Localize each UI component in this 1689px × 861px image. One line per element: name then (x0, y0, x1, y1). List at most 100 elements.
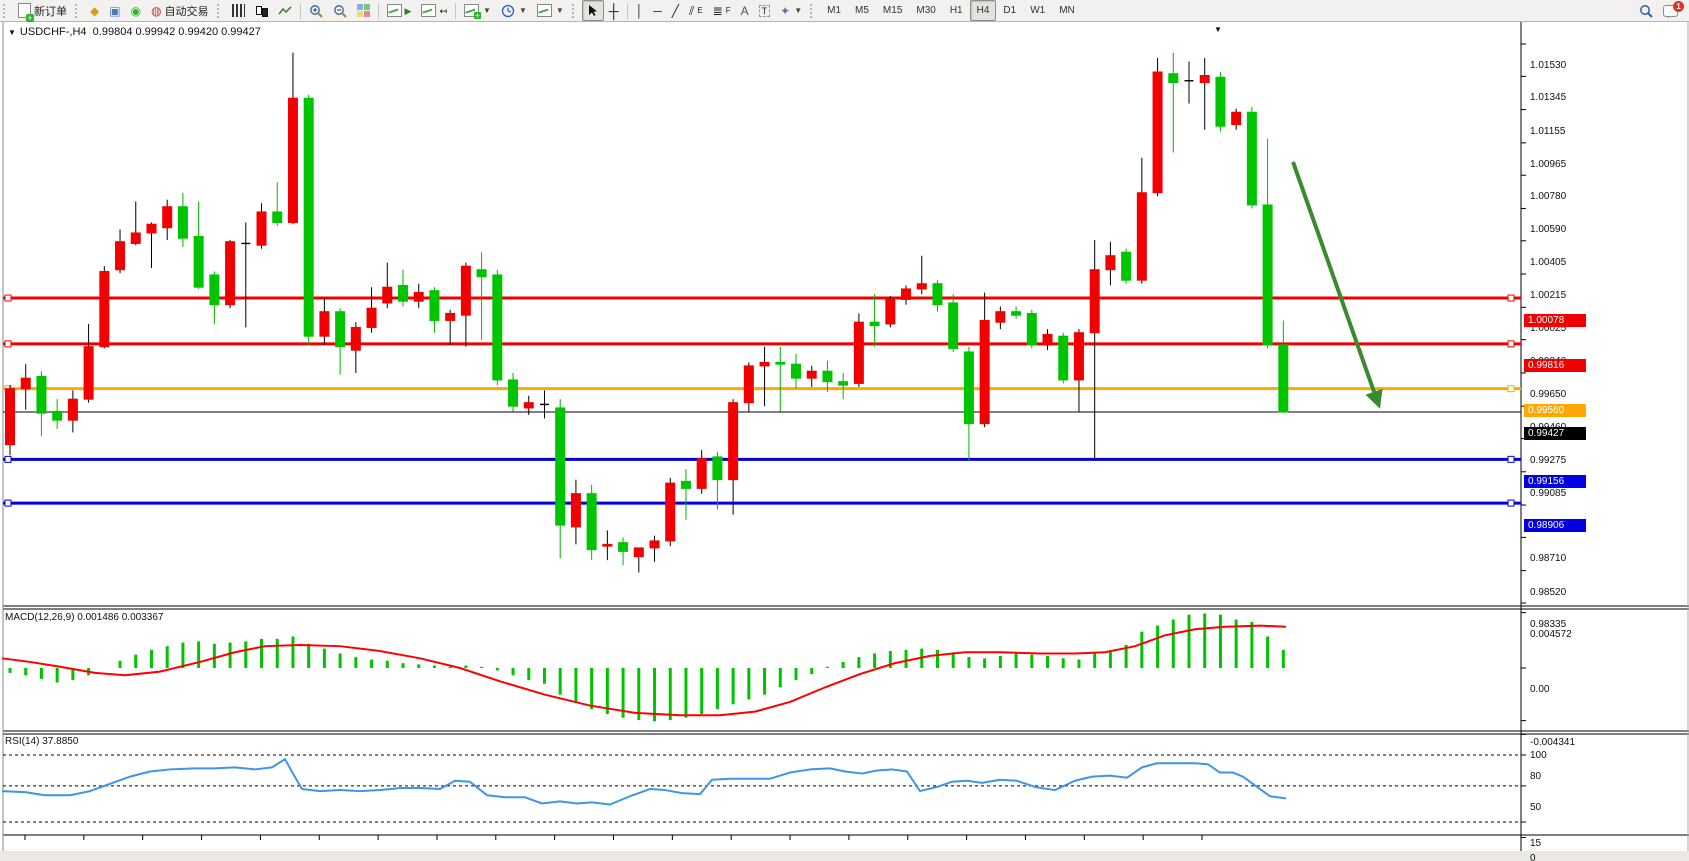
metaeditor-button[interactable]: ◆ (85, 0, 104, 21)
templates-button[interactable]: ▼ (532, 0, 569, 21)
ohlc-values: 0.99804 0.99942 0.99420 0.99427 (92, 26, 261, 38)
candle-body-down (1026, 312, 1037, 346)
hline-handle[interactable] (1507, 385, 1515, 393)
auto-trading-button[interactable]: ◍ 自动交易 (146, 0, 213, 21)
toolbar-drag-handle[interactable] (3, 3, 10, 18)
candle-body-up (413, 291, 424, 302)
price-badge-0.99156: 0.99156 (1524, 474, 1586, 488)
candle-body-up (743, 365, 754, 404)
candle-body-down (476, 269, 487, 278)
periods-button[interactable]: ▼ (496, 0, 532, 21)
chart-menu-triangle-icon[interactable]: ▼ (8, 28, 16, 37)
zoom-out-icon (333, 4, 347, 18)
candle-body-down (555, 407, 566, 526)
toolbar: 新订单 ◆ ▣ ◉ ◍ 自动交易 (0, 0, 1689, 22)
equidistant-channel-icon: ⫽ (688, 3, 695, 18)
candle-body-up (20, 377, 31, 390)
macd-tick: 0.004572 (1530, 628, 1572, 640)
toolbar-drag-handle[interactable] (75, 3, 82, 18)
hline-handle[interactable] (4, 499, 12, 507)
chart-shift-button[interactable]: ↤ (416, 0, 452, 21)
candle-body-down (838, 381, 849, 386)
notifications-button[interactable]: 1 (1658, 0, 1684, 21)
zoom-in-button[interactable] (304, 0, 328, 21)
timeframe-button-w1[interactable]: W1 (1030, 5, 1046, 16)
candle-body-down (1278, 344, 1289, 413)
timeframe-button-h4[interactable]: H4 (969, 0, 997, 21)
tile-windows-button[interactable] (352, 0, 375, 21)
trend-arrow-head[interactable] (1365, 388, 1383, 409)
hline-handle[interactable] (1507, 340, 1515, 348)
candle-body-up (319, 311, 330, 337)
price-tick: 1.00965 (1530, 158, 1567, 170)
auto-scroll-button[interactable]: ▶ (382, 0, 417, 21)
zoom-out-button[interactable] (328, 0, 352, 21)
macd-tick: -0.004341 (1530, 736, 1576, 748)
candle-body-up (885, 298, 896, 325)
toolbar-drag-handle[interactable] (571, 3, 579, 18)
timeframe-button-mn[interactable]: MN (1059, 5, 1075, 16)
timeframe-button-m1[interactable]: M1 (827, 5, 842, 16)
timeframe-button-m15[interactable]: M15 (882, 5, 903, 16)
hline-handle[interactable] (1507, 499, 1515, 507)
cursor-tool-button[interactable] (581, 0, 604, 21)
zoom-in-icon (309, 4, 323, 18)
chart-canvas[interactable] (0, 22, 1689, 861)
candle-body-down (822, 370, 833, 383)
horizontal-line-icon: ─ (653, 3, 662, 18)
toolbar-drag-handle[interactable] (810, 3, 817, 18)
hline-handle[interactable] (1507, 455, 1515, 463)
timeframe-button-m30[interactable]: M30 (916, 5, 936, 16)
fibonacci-tool-button[interactable]: ≣ F (712, 3, 731, 18)
trend-arrow-shaft[interactable] (1291, 161, 1379, 401)
text-tool-button[interactable]: A (736, 0, 754, 21)
toolbar-drag-handle[interactable] (216, 3, 224, 18)
timeframe-button-m5[interactable]: M5 (855, 5, 869, 16)
timeframe-button-h1[interactable]: H1 (949, 5, 963, 16)
macd-tick: 0.00 (1530, 684, 1550, 695)
arrows-tool-button[interactable]: ✦ ▼ (775, 0, 807, 21)
cursor-icon (588, 5, 597, 16)
candle-body-up (366, 307, 377, 328)
candle-body-down (680, 480, 691, 489)
horizontal-line-tool-button[interactable]: ─ (648, 0, 667, 21)
chart-shift-icon (421, 4, 437, 17)
price-tick: 0.98520 (1530, 586, 1567, 598)
candle-body-up (602, 543, 613, 547)
hline-handle[interactable] (4, 455, 12, 463)
candle-body-up (67, 398, 78, 421)
candle-body-up (115, 241, 126, 271)
indicators-button[interactable]: + ▼ (459, 0, 496, 21)
vertical-line-icon: │ (635, 3, 644, 18)
trendline-tool-button[interactable]: ╱ (667, 0, 684, 21)
line-chart-icon (277, 5, 292, 14)
hline-handle[interactable] (1507, 294, 1515, 302)
candle-body-up (99, 270, 110, 348)
chart-shift-marker-icon[interactable]: ▼ (1214, 25, 1222, 34)
chat-bubble-icon: 1 (1663, 0, 1684, 18)
crosshair-tool-button[interactable]: ┼ (604, 0, 624, 21)
candle-body-up (5, 388, 15, 446)
hline-handle[interactable] (4, 294, 12, 302)
candle-body-down (398, 284, 408, 302)
candle-body-up (853, 321, 864, 384)
candle-body-up (633, 547, 644, 558)
candle-chart-mode-button[interactable] (250, 0, 273, 21)
timeframe-button-d1[interactable]: D1 (1003, 5, 1017, 16)
signals-button[interactable]: ◉ (126, 0, 146, 21)
text-label-tool-button[interactable]: T (754, 0, 776, 21)
channel-tool-button[interactable]: ⫽ E (688, 3, 703, 18)
fibonacci-icon: ≣ (712, 3, 723, 18)
search-button[interactable] (1634, 0, 1658, 21)
price-tick: 1.01155 (1530, 125, 1566, 137)
candle-body-up (162, 206, 173, 229)
line-chart-mode-button[interactable] (273, 0, 297, 21)
bar-chart-mode-button[interactable] (227, 0, 250, 21)
candle-body-up (225, 241, 236, 306)
new-order-button[interactable]: 新订单 (13, 0, 72, 22)
vertical-line-tool-button[interactable]: │ (631, 0, 649, 21)
hline-handle[interactable] (4, 340, 12, 348)
terminal-button[interactable]: ▣ (104, 0, 125, 21)
candle-body-up (806, 370, 817, 379)
